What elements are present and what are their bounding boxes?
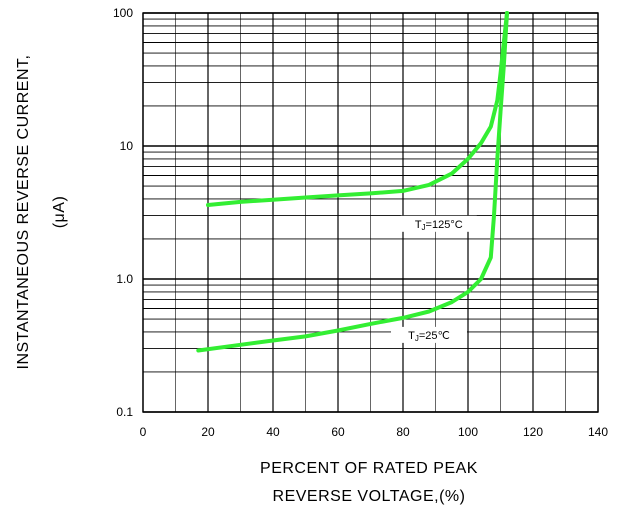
y-tick-label: 1.0 [116, 272, 133, 286]
series-curve-1 [206, 11, 509, 207]
series-annotation-2: TJ=25℃ [408, 330, 450, 343]
y-tick-label: 100 [113, 6, 133, 20]
y-axis-title-line-2: (μA) [51, 196, 68, 229]
x-tick-label: 100 [458, 425, 478, 439]
annotation-background [400, 215, 477, 232]
x-tick-label: 80 [396, 425, 410, 439]
x-tick-label: 20 [201, 425, 215, 439]
x-tick-label: 60 [331, 425, 345, 439]
x-tick-label: 40 [266, 425, 280, 439]
x-tick-labels: 0 20 40 60 80 100 120 140 [140, 425, 609, 439]
chart-annotations: TJ=125°C TJ=25℃ [391, 215, 477, 343]
x-axis-title-line-2: REVERSE VOLTAGE,(%) [273, 488, 466, 505]
chart-series [196, 11, 509, 353]
plot-frame [142, 12, 599, 413]
y-tick-label: 0.1 [116, 405, 133, 419]
annotation-background [391, 326, 467, 343]
series-annotation-1: TJ=125°C [415, 219, 463, 232]
y-tick-labels: 0.1 1.0 10 100 [113, 6, 133, 419]
x-axis-title-line-1: PERCENT OF RATED PEAK [260, 460, 478, 477]
x-tick-label: 120 [523, 425, 543, 439]
y-axis-title-line-1: INSTANTANEOUS REVERSE CURRENT, [15, 55, 32, 370]
y-tick-label: 10 [120, 139, 134, 153]
chart-grid [142, 12, 599, 413]
x-tick-label: 140 [588, 425, 608, 439]
series-curve-2 [196, 11, 509, 353]
x-tick-label: 0 [140, 425, 147, 439]
